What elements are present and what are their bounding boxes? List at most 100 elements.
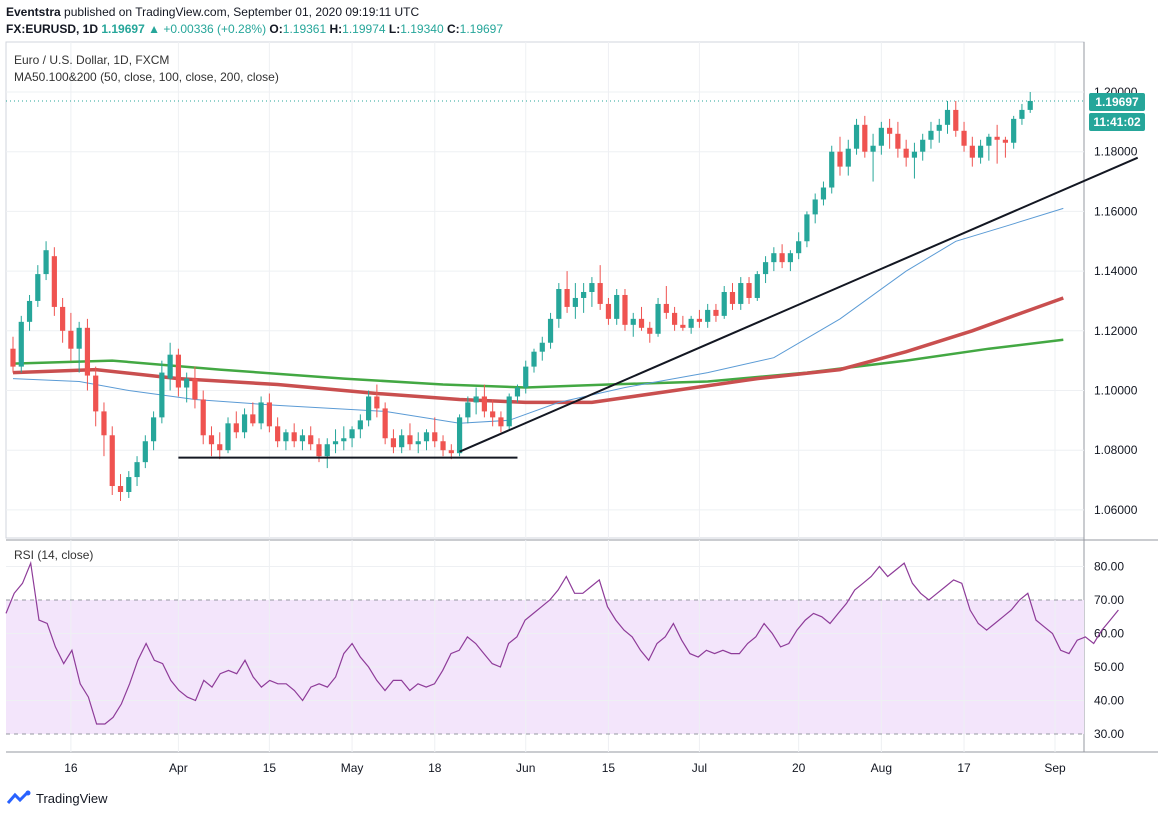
candle-down bbox=[51, 256, 57, 307]
candle-up bbox=[705, 309, 711, 322]
close-value: 1.19697 bbox=[459, 22, 504, 36]
author-name[interactable]: Eventstra bbox=[6, 5, 61, 19]
candle-down bbox=[192, 378, 198, 400]
candles bbox=[10, 92, 1033, 501]
candle-down bbox=[101, 411, 107, 436]
y-tick-label: 1.10000 bbox=[1094, 384, 1138, 398]
candle-up bbox=[754, 274, 760, 298]
candle-down bbox=[622, 294, 628, 325]
candle-up bbox=[167, 354, 173, 379]
candle-down bbox=[308, 435, 314, 445]
candle-up bbox=[944, 109, 951, 125]
candle-up bbox=[1011, 118, 1017, 143]
candle-down bbox=[440, 441, 446, 451]
candle-up bbox=[812, 199, 818, 215]
candle-down bbox=[316, 444, 322, 457]
candle-down bbox=[1002, 139, 1008, 143]
low-value: 1.19340 bbox=[400, 22, 444, 36]
x-tick-label: 18 bbox=[428, 761, 442, 775]
candle-down bbox=[647, 327, 653, 334]
candle-up bbox=[589, 283, 595, 292]
candle-down bbox=[713, 309, 719, 316]
candle-down bbox=[382, 408, 388, 439]
candle-up bbox=[349, 429, 355, 439]
x-tick-label: Aug bbox=[871, 761, 892, 775]
tradingview-logo-icon bbox=[6, 790, 31, 804]
candle-up bbox=[820, 187, 827, 200]
x-tick-label: Apr bbox=[169, 761, 188, 775]
candle-up bbox=[341, 438, 347, 442]
candle-down bbox=[969, 145, 975, 158]
candle-up bbox=[829, 151, 835, 188]
candle-down bbox=[862, 124, 868, 152]
indicator-legend[interactable]: MA50.100&200 (50, close, 100, close, 200… bbox=[14, 70, 279, 84]
candle-down bbox=[605, 303, 612, 319]
rsi-tick-label: 50.00 bbox=[1094, 660, 1124, 674]
symbol-label: FX:EURUSD, 1D bbox=[6, 22, 99, 36]
candle-up bbox=[870, 145, 876, 152]
candle-down bbox=[208, 435, 215, 445]
close-label: C: bbox=[446, 22, 460, 36]
candle-up bbox=[688, 318, 694, 328]
candle-up bbox=[35, 274, 41, 301]
x-tick-label: 15 bbox=[602, 761, 616, 775]
candle-up bbox=[142, 441, 148, 463]
candle-down bbox=[729, 291, 736, 304]
candle-down bbox=[175, 354, 181, 388]
tradingview-footer[interactable]: TradingView bbox=[6, 790, 108, 806]
candle-down bbox=[490, 411, 496, 418]
rsi-legend[interactable]: RSI (14, close) bbox=[14, 548, 94, 562]
last-price: 1.19697 bbox=[101, 22, 145, 36]
candle-down bbox=[564, 289, 570, 307]
candle-down bbox=[68, 330, 74, 349]
candle-down bbox=[638, 318, 645, 328]
last-price-tag: 1.19697 bbox=[1089, 93, 1145, 111]
candle-up bbox=[150, 417, 157, 442]
ma50-line bbox=[12, 207, 1064, 424]
candle-up bbox=[523, 366, 529, 388]
candle-up bbox=[184, 378, 190, 388]
y-tick-label: 1.06000 bbox=[1094, 503, 1138, 517]
candle-up bbox=[531, 351, 537, 367]
change-arrow-icon: ▲ bbox=[148, 22, 160, 36]
candle-up bbox=[283, 432, 289, 442]
x-tick-label: 16 bbox=[64, 761, 78, 775]
candle-up bbox=[804, 214, 810, 242]
candle-up bbox=[366, 396, 372, 421]
candle-up bbox=[399, 435, 405, 448]
candle-down bbox=[374, 396, 380, 409]
x-tick-label: 20 bbox=[792, 761, 806, 775]
candle-up bbox=[1019, 109, 1025, 119]
candle-down bbox=[117, 486, 124, 492]
candle-down bbox=[953, 109, 959, 131]
countdown-tag: 11:41:02 bbox=[1089, 113, 1145, 131]
candle-up bbox=[258, 402, 264, 424]
x-tick-label: Jun bbox=[516, 761, 535, 775]
candle-up bbox=[357, 420, 363, 430]
y-tick-label: 1.14000 bbox=[1094, 264, 1138, 278]
candle-up bbox=[762, 262, 769, 275]
y-tick-label: 1.12000 bbox=[1094, 324, 1138, 338]
candle-down bbox=[903, 148, 909, 158]
candle-up bbox=[928, 130, 934, 140]
uptrend-line bbox=[459, 156, 1139, 453]
candle-up bbox=[936, 124, 942, 131]
candle-up bbox=[159, 372, 165, 418]
candle-up bbox=[332, 441, 339, 445]
open-label: O: bbox=[269, 22, 283, 36]
candle-down bbox=[448, 450, 454, 454]
candle-up bbox=[465, 402, 471, 418]
candle-down bbox=[109, 435, 115, 487]
candle-up bbox=[415, 441, 421, 445]
candle-up bbox=[76, 327, 82, 349]
candle-down bbox=[895, 133, 901, 149]
high-label: H: bbox=[329, 22, 343, 36]
candle-up bbox=[630, 318, 636, 325]
candle-up bbox=[241, 414, 248, 433]
rsi-tick-label: 30.00 bbox=[1094, 727, 1124, 741]
rsi-tick-label: 40.00 bbox=[1094, 694, 1124, 708]
x-tick-label: 15 bbox=[263, 761, 277, 775]
low-label: L: bbox=[388, 22, 401, 36]
candle-down bbox=[217, 444, 223, 451]
